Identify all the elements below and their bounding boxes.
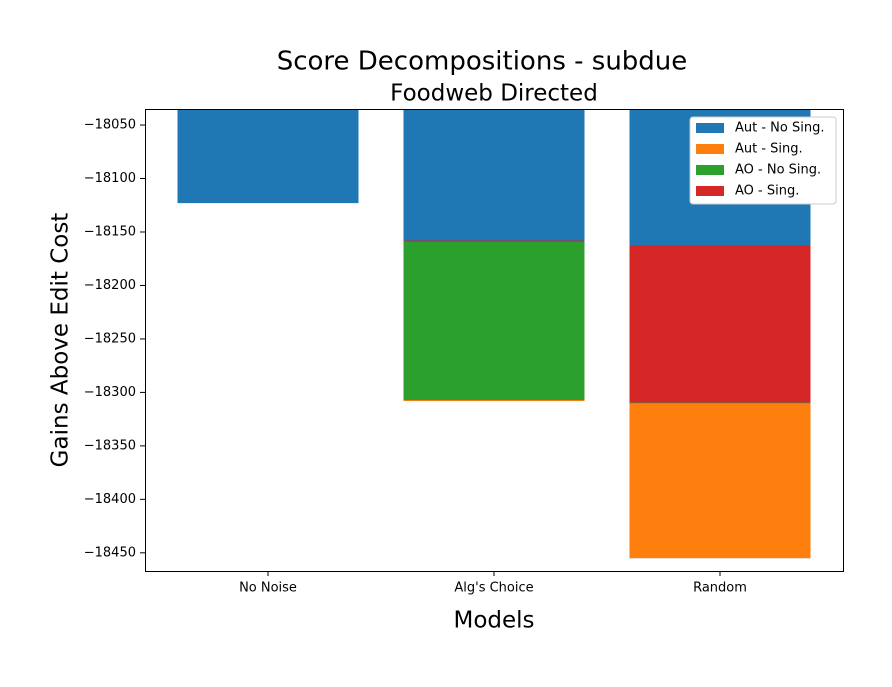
y-tick-label: −18350 [84, 438, 136, 453]
legend-label: AO - Sing. [735, 184, 799, 199]
chart-title: Score Decompositions - subdue [277, 47, 688, 77]
y-tick-label: −18300 [84, 385, 136, 400]
y-axis-label: Gains Above Edit Cost [48, 213, 74, 468]
legend-swatch [696, 123, 724, 133]
legend-label: AO - No Sing. [735, 163, 821, 178]
chart-subtitle: Foodweb Directed [390, 81, 598, 107]
x-axis-label: Models [453, 608, 534, 634]
y-tick-label: −18400 [84, 492, 136, 507]
legend-label: Aut - Sing. [735, 142, 803, 157]
legend-label: Aut - No Sing. [735, 121, 824, 136]
y-tick-label: −18250 [84, 331, 136, 346]
bar-segment [403, 399, 585, 401]
x-tick-label: No Noise [239, 581, 297, 596]
bar-segment [403, 241, 585, 400]
y-tick-label: −18200 [84, 278, 136, 293]
y-tick-label: −18450 [84, 545, 136, 560]
bar-segment [177, 109, 359, 204]
x-tick-label: Random [693, 581, 747, 596]
y-tick-label: −18050 [84, 118, 136, 133]
bar-segment [629, 402, 811, 404]
y-tick-label: −18150 [84, 224, 136, 239]
legend: Aut - No Sing. Aut - Sing. AO - No Sing. AO… [689, 116, 837, 205]
x-tick-label: Alg's Choice [454, 581, 533, 596]
bar-segment [403, 240, 585, 242]
bar-segment [629, 245, 811, 403]
legend-swatch [696, 186, 724, 196]
legend-box [689, 116, 837, 205]
plot-area [177, 109, 811, 559]
bar-segment [629, 403, 811, 559]
legend-swatch [696, 144, 724, 154]
legend-swatch [696, 165, 724, 175]
y-tick-label: −18100 [84, 171, 136, 186]
